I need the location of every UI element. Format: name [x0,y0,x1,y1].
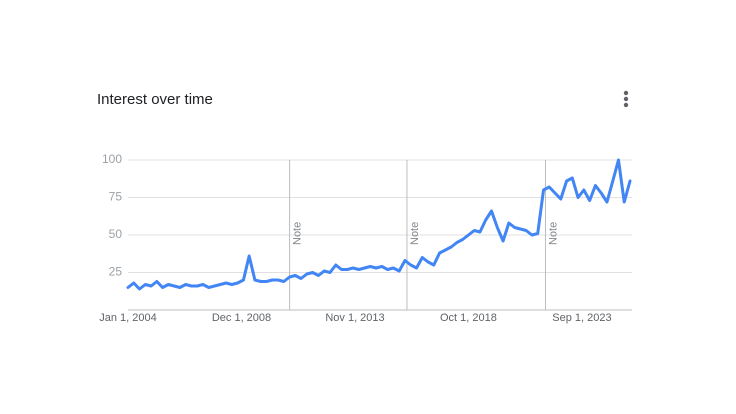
y-tick-label: 75 [109,190,123,204]
menu-dot [623,96,629,102]
series-line [126,158,632,291]
chart-title: Interest over time [97,91,213,108]
x-tick-label: Jan 1, 2004 [99,312,157,324]
y-tick-label: 50 [109,227,123,241]
menu-button[interactable] [623,90,629,108]
x-tick-label: Dec 1, 2008 [212,312,271,324]
y-tick-label: 100 [102,152,122,166]
note-label: Note [547,222,559,245]
y-tick-label: 25 [109,265,123,279]
x-tick-label: Oct 1, 2018 [440,312,497,324]
note-label: Note [409,222,421,245]
x-tick-label: Nov 1, 2013 [325,312,384,324]
note-label: Note [292,222,304,245]
menu-dot [623,102,629,108]
menu-dot [623,90,629,96]
x-tick-label: Sep 1, 2023 [552,312,611,324]
